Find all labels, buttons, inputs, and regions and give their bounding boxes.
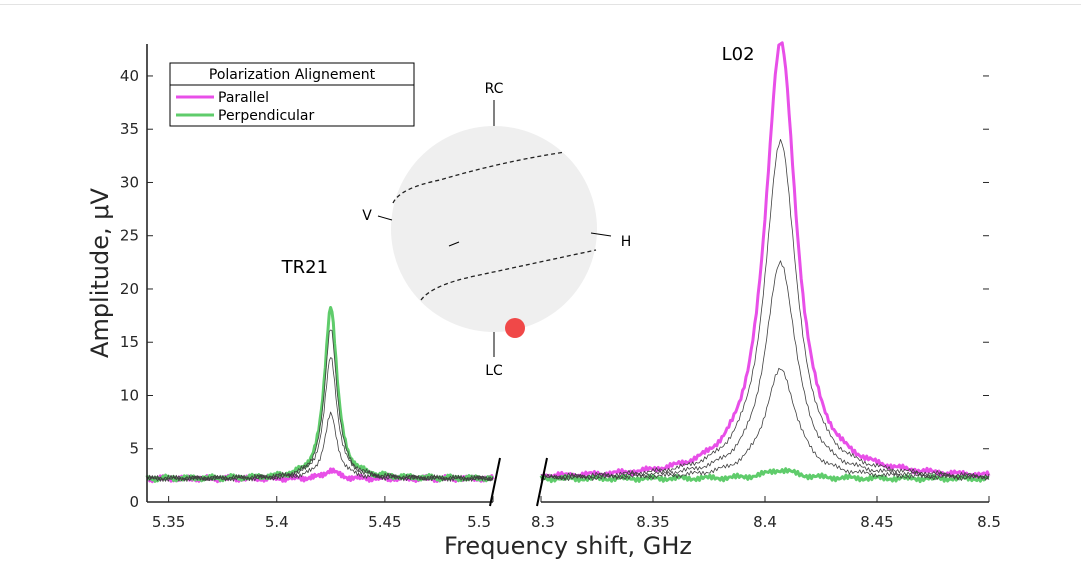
series-line-trace-4-seg1 xyxy=(146,411,494,482)
x-tick-label: 5.35 xyxy=(152,513,185,531)
y-tick-label: 0 xyxy=(129,493,139,511)
poincare-sphere-inset: RC LC V H xyxy=(362,81,631,379)
x-tick-label: 8.4 xyxy=(753,513,777,531)
series-line-parallel-seg2 xyxy=(540,41,991,481)
y-tick-label: 35 xyxy=(120,120,139,138)
series-line-trace-4-seg2 xyxy=(540,367,990,482)
series-line-perpendicular-seg1 xyxy=(145,306,494,483)
x-tick-label: 8.5 xyxy=(977,513,1001,531)
y-tick-label: 40 xyxy=(120,67,139,85)
axis-break-mark-right xyxy=(536,457,548,507)
y-tick-label: 25 xyxy=(120,227,139,245)
y-tick-label: 30 xyxy=(120,173,139,191)
polarization-state-marker xyxy=(505,318,525,338)
text-layer: 0 5 10 15 20 25 30 35 40 5.35 5.4 5.45 5.5 8.3 8.35 8.4… xyxy=(86,44,1001,560)
series-line-perpendicular-seg2 xyxy=(539,467,990,484)
h-axis-line xyxy=(590,232,612,237)
peak-label-l02: L02 xyxy=(722,44,755,65)
legend: Polarization Alignement Parallel Perpendic… xyxy=(169,62,415,127)
x-tick-label: 8.35 xyxy=(636,513,669,531)
v-axis-line xyxy=(377,215,393,221)
x-tick-label: 5.45 xyxy=(368,513,401,531)
sphere-label-rc: RC xyxy=(485,81,504,97)
dashed-trajectory-lower xyxy=(420,249,597,301)
sphere-label-v: V xyxy=(362,208,372,224)
x-tick-label: 8.45 xyxy=(860,513,893,531)
sphere-label-h: H xyxy=(621,234,632,250)
y-tick-label: 15 xyxy=(120,333,139,351)
y-tick-label: 10 xyxy=(120,386,139,404)
sphere-disk xyxy=(391,126,597,332)
series-line-trace-2-seg2 xyxy=(540,138,990,480)
x-axis-title: Frequency shift, GHz xyxy=(444,532,692,560)
y-tick-label: 20 xyxy=(120,280,139,298)
y-axis-title: Amplitude, μV xyxy=(86,187,114,358)
x-tick-label: 8.3 xyxy=(531,513,555,531)
center-mark xyxy=(448,241,460,247)
dashed-trajectory-upper xyxy=(392,151,566,204)
series-layer xyxy=(145,41,991,484)
peak-label-tr21: TR21 xyxy=(281,257,328,278)
axis-break-mark-left xyxy=(489,457,501,507)
legend-label-perpendicular: Perpendicular xyxy=(218,108,315,124)
axes-layer xyxy=(146,44,990,507)
sphere-label-lc: LC xyxy=(485,363,503,379)
legend-label-parallel: Parallel xyxy=(218,90,269,106)
top-border-line xyxy=(0,4,1081,5)
x-tick-label: 5.5 xyxy=(467,513,491,531)
x-tick-label: 5.4 xyxy=(265,513,289,531)
legend-title: Polarization Alignement xyxy=(209,67,376,83)
series-line-trace-3-seg2 xyxy=(540,260,990,481)
y-tick-label: 5 xyxy=(129,440,139,458)
